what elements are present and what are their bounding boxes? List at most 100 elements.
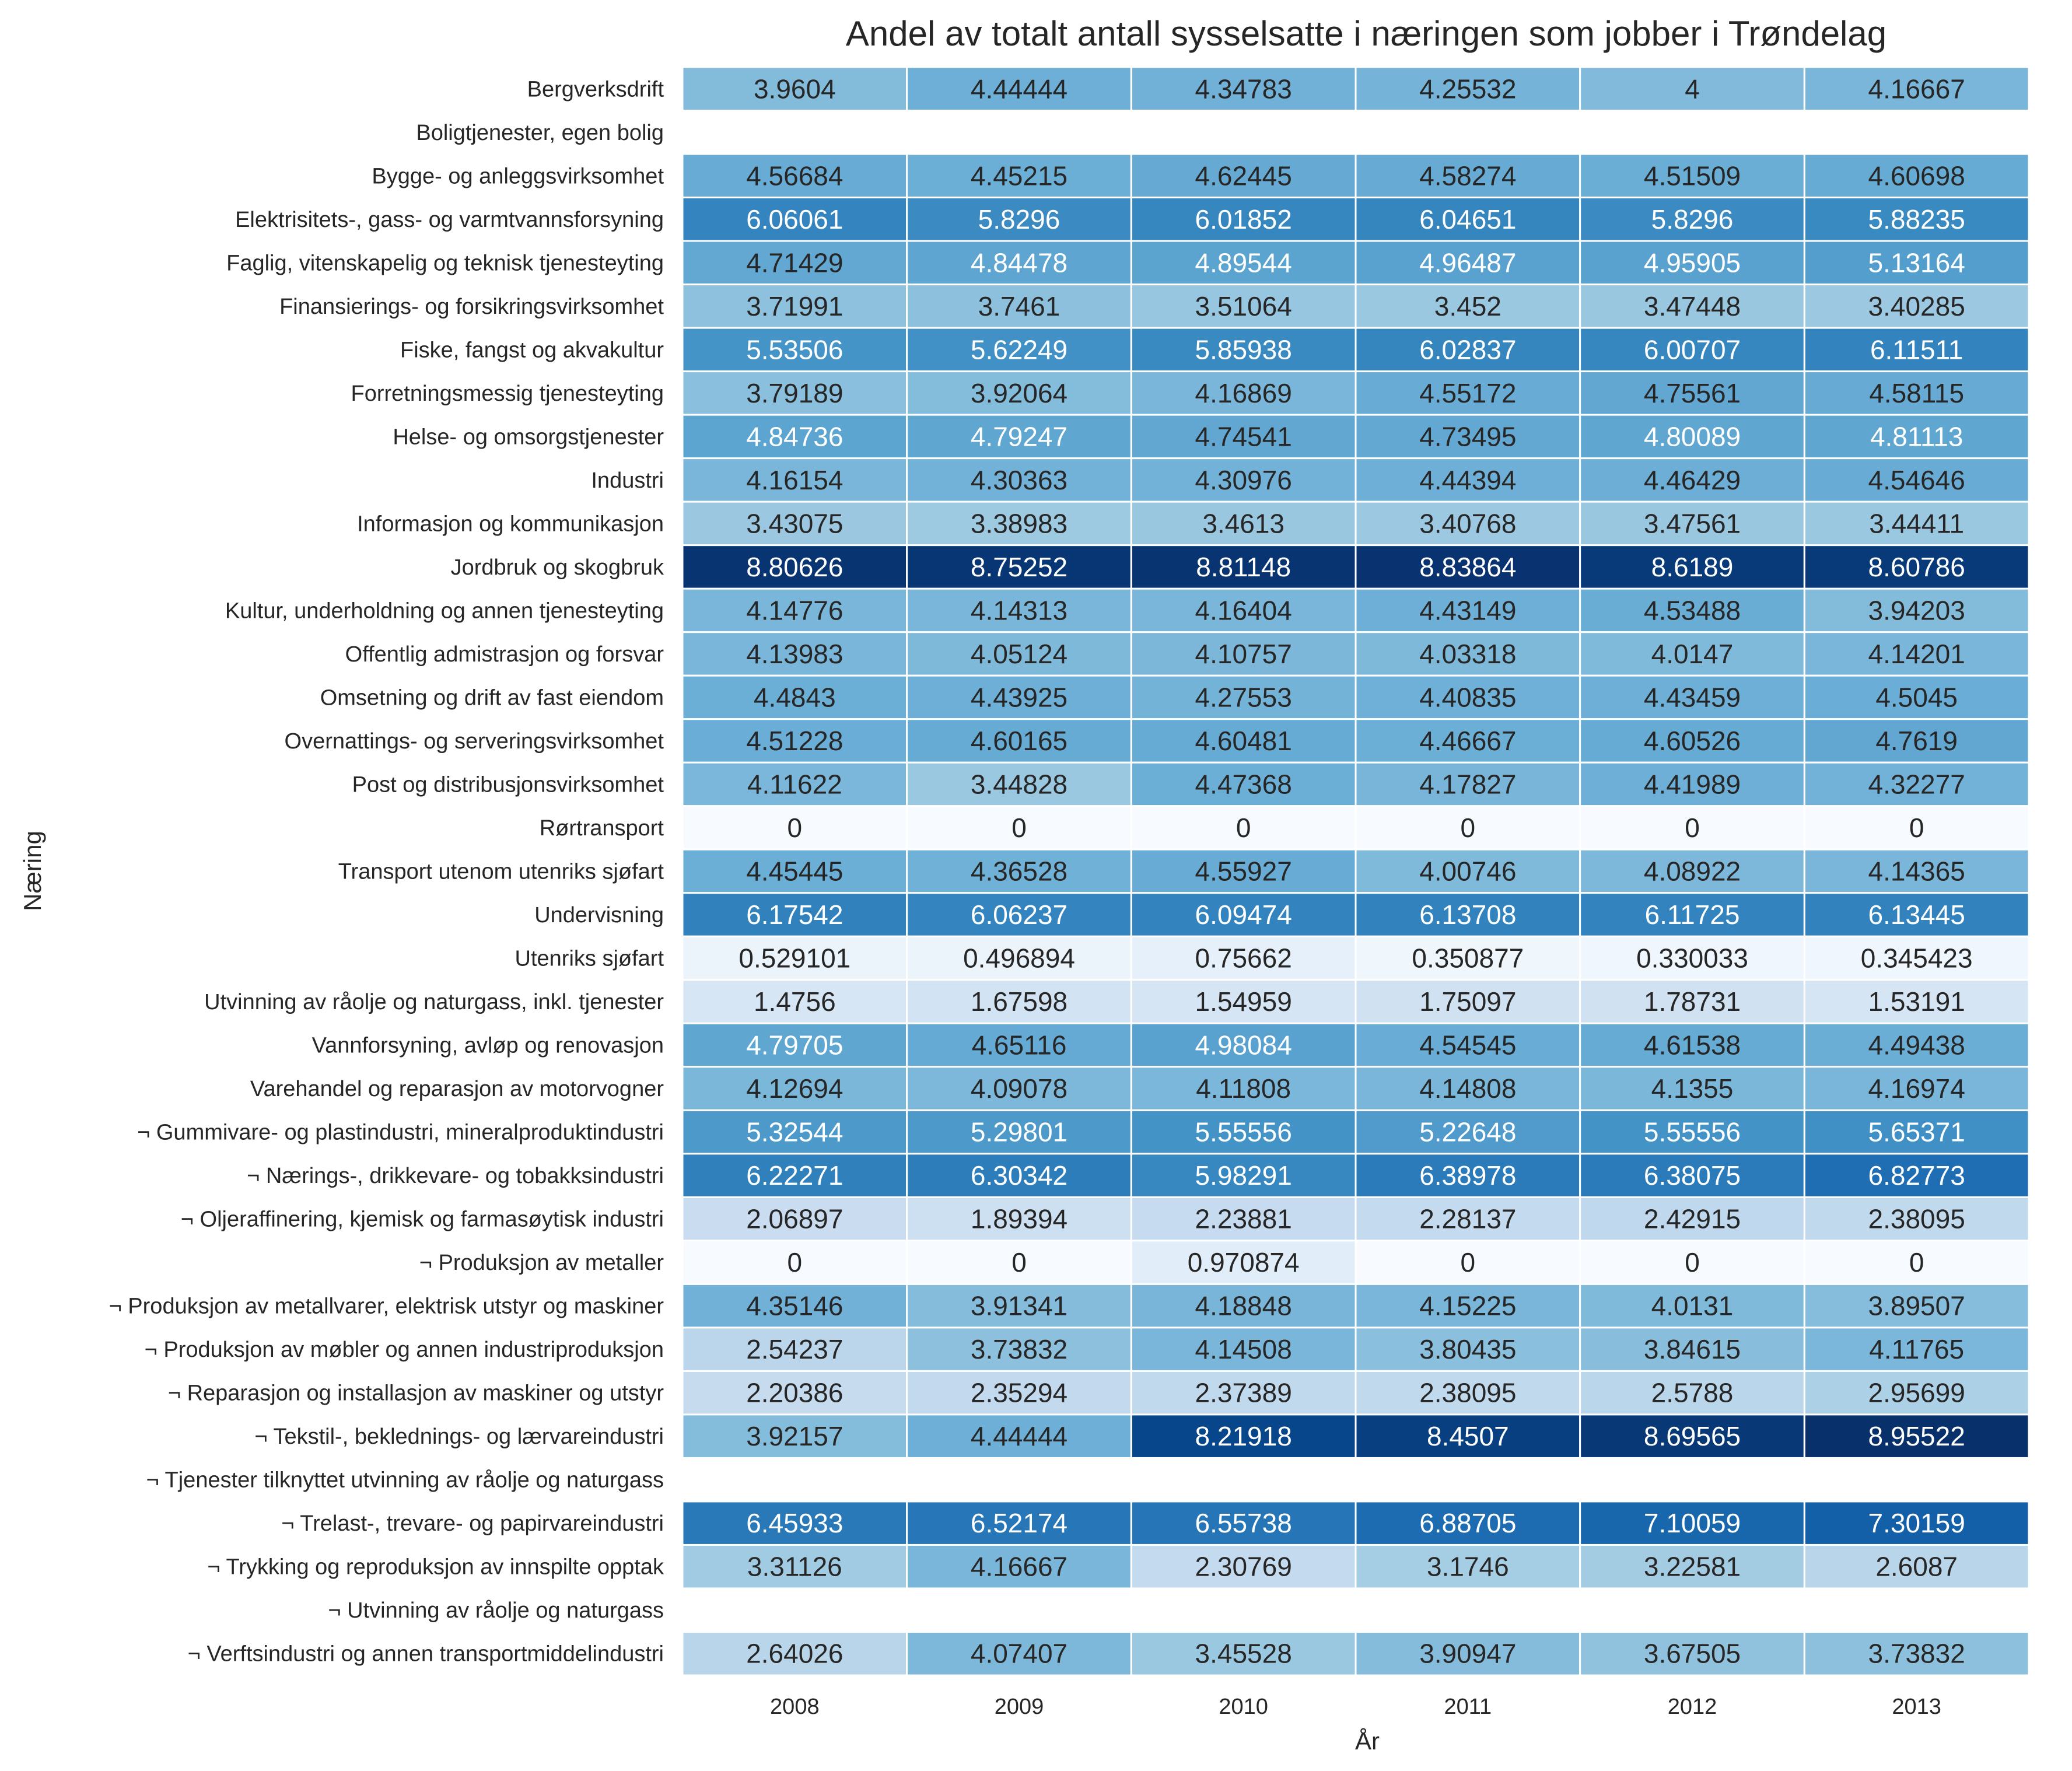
heatmap-cell: [1803, 1500, 2030, 1546]
cell-value: 0.345423: [1861, 943, 1973, 974]
cell-value: 5.98291: [1195, 1160, 1292, 1191]
row-label: Kultur, underholdning og annen tjenestey…: [225, 598, 664, 623]
column-label: 2009: [995, 1695, 1044, 1719]
row-label: Forretningsmessig tjenesteyting: [351, 382, 664, 406]
cell-value: 7.10059: [1644, 1508, 1741, 1538]
y-axis-label: Næring: [19, 831, 46, 911]
cell-value: 0: [788, 813, 803, 843]
heatmap-cell: [1803, 1022, 2030, 1068]
cell-value: 4.30363: [971, 465, 1068, 495]
cell-value: 3.38983: [971, 508, 1068, 538]
cell-value: 8.83864: [1419, 552, 1516, 582]
heatmap-cell: [1579, 1109, 1805, 1155]
cell-value: 4.14776: [746, 595, 843, 625]
cell-value: 4.62445: [1195, 160, 1292, 191]
heatmap-cell: [906, 1370, 1132, 1416]
row-label: Utenriks sjøfart: [515, 947, 664, 971]
cell-value: 4.53488: [1644, 595, 1741, 625]
cell-value: 3.73832: [1868, 1639, 1965, 1669]
heatmap-cell: [1803, 761, 2030, 807]
row-label: ¬ Utvinning av råolje og naturgass: [328, 1598, 664, 1623]
heatmap-cell: [1803, 979, 2030, 1024]
cell-value: 4.16974: [1868, 1073, 1965, 1104]
heatmap-cell: [1354, 1153, 1581, 1198]
heatmap-cell: [1803, 153, 2030, 199]
heatmap-cell: [1803, 848, 2030, 894]
cell-value: 8.80626: [746, 552, 843, 582]
cell-value: 2.64026: [746, 1639, 843, 1669]
cell-value: 8.21918: [1195, 1421, 1292, 1451]
cell-value: 3.47448: [1644, 291, 1741, 321]
cell-value: 0: [1685, 813, 1700, 843]
cell-value: 0.350877: [1412, 943, 1524, 974]
cell-value: 1.4756: [754, 986, 836, 1017]
cell-value: 3.91341: [971, 1291, 1068, 1321]
cell-value: 3.67505: [1644, 1639, 1741, 1669]
column-label: 2013: [1892, 1695, 1941, 1719]
cell-value: 4.16667: [971, 1552, 1068, 1582]
cell-value: 2.30769: [1195, 1552, 1292, 1582]
heatmap-cell: [1130, 674, 1357, 720]
heatmap-cell: [1803, 805, 2030, 850]
row-label: Faglig, vitenskapelig og teknisk tjenest…: [226, 251, 664, 275]
cell-value: 5.8296: [978, 204, 1060, 235]
cell-value: 2.28137: [1419, 1204, 1516, 1234]
heatmap-cell: [1130, 66, 1357, 112]
cell-value: 2.5788: [1651, 1378, 1734, 1408]
heatmap-cell: [1130, 805, 1357, 850]
heatmap-cell: [1803, 197, 2030, 242]
row-label: ¬ Oljeraffinering, kjemisk og farmasøyti…: [181, 1208, 664, 1232]
heatmap-cell: [681, 327, 908, 373]
heatmap-cell: [1354, 284, 1581, 329]
chart-title: Andel av totalt antall sysselsatte i nær…: [846, 14, 1887, 53]
heatmap-cell: [1354, 674, 1581, 720]
cell-value: 6.17542: [746, 900, 843, 930]
row-label: Finansierings- og forsikringsvirksomhet: [279, 295, 664, 319]
heatmap-cell: [1803, 1630, 2030, 1676]
cell-value: 8.4507: [1427, 1421, 1509, 1451]
heatmap-cell: [1579, 1544, 1805, 1590]
heatmap-cell: [681, 674, 908, 720]
cell-value: 3.44411: [1869, 508, 1964, 538]
heatmap-cell: [1130, 457, 1357, 503]
heatmap-cell: [1354, 370, 1581, 416]
cell-value: 4.18848: [1195, 1291, 1292, 1321]
cell-value: 1.89394: [971, 1204, 1068, 1234]
row-label: Offentlig admistrasjon og forsvar: [345, 642, 664, 667]
heatmap-cell: [1803, 370, 2030, 416]
heatmap-cell: [1579, 1022, 1805, 1068]
cell-value: 3.43075: [746, 508, 843, 538]
cell-value: 0: [1909, 813, 1924, 843]
heatmap-cell: [1803, 1109, 2030, 1155]
heatmap-cells: 3.9604 4.44444 4.34783 4.25532 4 4.16667 4.566…: [681, 66, 2030, 1676]
heatmap-cell: [681, 370, 908, 416]
cell-value: 4.16667: [1868, 74, 1965, 104]
cell-value: 4.44394: [1419, 465, 1516, 495]
cell-value: 4.14808: [1419, 1073, 1516, 1104]
row-label: ¬ Nærings-, drikkevare- og tobakksindust…: [247, 1164, 664, 1188]
cell-value: 8.95522: [1868, 1421, 1965, 1451]
row-labels: Bergverksdrift Boligtjenester, egen bolig…: [109, 77, 664, 1666]
heatmap-cell: [681, 1544, 908, 1590]
cell-value: 4.44444: [971, 74, 1068, 104]
cell-value: 4.11765: [1869, 1334, 1964, 1364]
cell-value: 4.58274: [1419, 160, 1516, 191]
cell-value: 3.94203: [1868, 595, 1965, 625]
row-label: Industri: [591, 468, 664, 493]
heatmap-cell: [906, 1630, 1132, 1676]
heatmap-cell: [1130, 1153, 1357, 1198]
heatmap-cell: [1579, 718, 1805, 764]
cell-value: 2.38095: [1419, 1378, 1516, 1408]
heatmap-cell: [1579, 501, 1805, 547]
heatmap-cell: [906, 153, 1132, 199]
column-labels: 2008 2009 2010 2011 2012 2013: [770, 1695, 1941, 1719]
heatmap-cell: [1579, 1196, 1805, 1242]
cell-value: 4.96487: [1419, 247, 1516, 278]
cell-value: 3.7461: [978, 291, 1060, 321]
heatmap-cell: [1803, 631, 2030, 677]
cell-value: 5.55556: [1195, 1117, 1292, 1147]
heatmap-cell: [906, 1066, 1132, 1111]
heatmap-cell: [1579, 1500, 1805, 1546]
heatmap-cell: [1803, 1066, 2030, 1111]
x-axis-label: År: [1355, 1727, 1380, 1755]
